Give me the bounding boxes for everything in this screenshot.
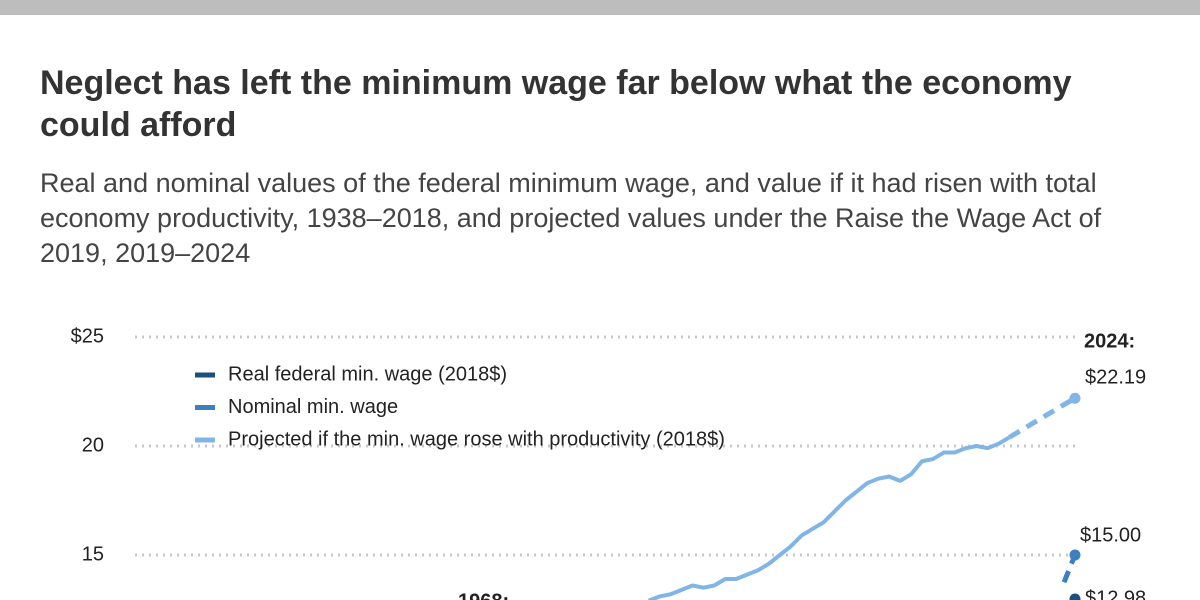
- value-label: $15.00: [1080, 524, 1141, 546]
- chart-subtitle: Real and nominal values of the federal m…: [40, 168, 1102, 268]
- annotation: 2024:: [1084, 330, 1135, 352]
- legend-label: Real federal min. wage (2018$): [228, 363, 507, 385]
- y-tick-label: $25: [71, 325, 104, 347]
- y-tick-label: 15: [82, 543, 104, 565]
- top-bar: [0, 0, 1200, 15]
- annotation: 1968:: [458, 590, 509, 600]
- end-point: [1069, 549, 1081, 561]
- end-point: [1069, 593, 1081, 600]
- chart-title: Neglect has left the minimum wage far be…: [40, 64, 1072, 144]
- value-label: $12.98: [1085, 587, 1146, 600]
- value-label: $22.19: [1085, 367, 1146, 389]
- legend-label: Projected if the min. wage rose with pro…: [228, 428, 725, 450]
- end-point: [1069, 392, 1081, 404]
- legend-label: Nominal min. wage: [228, 396, 398, 418]
- y-tick-label: 20: [82, 434, 104, 456]
- data-line: [647, 435, 1011, 600]
- projection-line: [1008, 396, 1077, 440]
